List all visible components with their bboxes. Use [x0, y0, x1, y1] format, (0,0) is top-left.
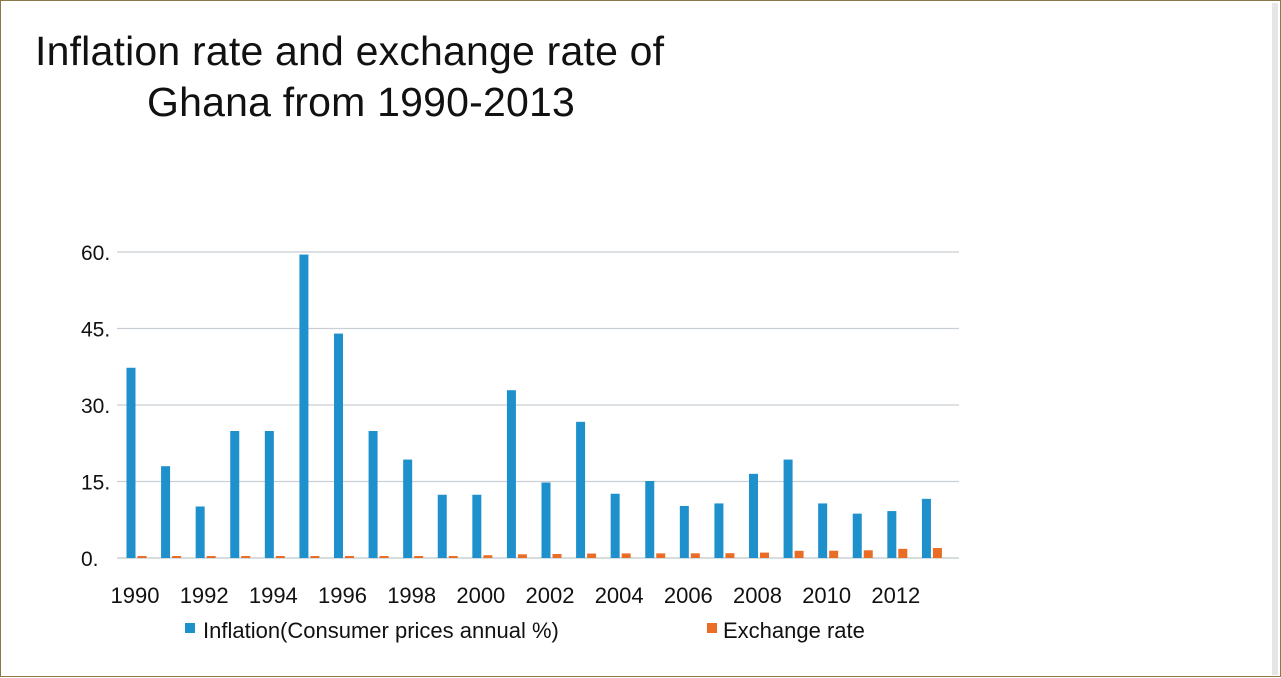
bar-exchange-2008 — [760, 552, 769, 558]
bar-inflation-1995 — [299, 254, 309, 559]
bar-exchange-2013 — [932, 548, 942, 558]
bar-inflation-2000 — [472, 494, 482, 558]
y-tick-label: 60. — [81, 242, 110, 265]
bar-exchange-2002 — [552, 553, 562, 558]
x-tick-label: 2010 — [802, 583, 851, 608]
legend-label-inflation: Inflation(Consumer prices annual %) — [203, 618, 559, 643]
bar-inflation-1996 — [334, 333, 343, 558]
bar-exchange-1999 — [448, 556, 458, 558]
bar-inflation-2013 — [921, 498, 931, 558]
x-tick-label: 2004 — [595, 583, 644, 608]
bar-exchange-2000 — [483, 555, 493, 558]
legend-swatch-inflation — [185, 623, 195, 633]
bar-inflation-2006 — [679, 505, 689, 558]
bar-inflation-2003 — [576, 421, 586, 558]
bar-exchange-1991 — [172, 556, 182, 558]
x-tick-label: 2006 — [664, 583, 713, 608]
bar-inflation-2007 — [714, 503, 724, 558]
bar-exchange-2007 — [725, 553, 735, 558]
y-tick-label: 0. — [81, 548, 99, 571]
bar-inflation-2011 — [852, 513, 862, 558]
x-tick-label: 1994 — [249, 583, 298, 608]
x-tick-label: 1990 — [111, 583, 160, 608]
x-tick-label: 2002 — [526, 583, 575, 608]
bar-exchange-1997 — [379, 556, 389, 558]
bar-exchange-1996 — [345, 556, 354, 558]
right-edge-stripe — [1272, 3, 1278, 675]
bar-exchange-1995 — [310, 556, 320, 558]
bar-exchange-2010 — [829, 550, 839, 558]
y-tick-label: 45. — [81, 319, 110, 342]
bar-inflation-1992 — [195, 506, 205, 558]
bar-inflation-2002 — [541, 482, 551, 558]
x-tick-label: 1996 — [318, 583, 367, 608]
bar-inflation-2008 — [749, 473, 758, 558]
bar-exchange-2005 — [656, 553, 666, 558]
bar-exchange-1993 — [241, 556, 251, 558]
bar-exchange-2004 — [621, 553, 631, 558]
bar-inflation-1994 — [264, 431, 274, 558]
legend-swatch-exchange-rate — [707, 623, 717, 633]
chart-title-line-2: Ghana from 1990-2013 — [147, 79, 575, 125]
x-tick-label: 2012 — [871, 583, 920, 608]
bar-inflation-1993 — [230, 431, 240, 558]
bar-inflation-2009 — [783, 459, 793, 558]
bar-exchange-2003 — [587, 553, 597, 558]
bar-inflation-1999 — [437, 494, 447, 558]
bar-inflation-2001 — [506, 390, 516, 558]
x-tick-label: 1998 — [387, 583, 436, 608]
bar-exchange-1992 — [206, 556, 216, 558]
legend-label-exchange-rate: Exchange rate — [723, 618, 865, 643]
bar-exchange-2012 — [898, 548, 908, 558]
bar-inflation-2012 — [887, 511, 897, 558]
bar-inflation-1990 — [126, 367, 136, 558]
x-tick-label: 1992 — [180, 583, 229, 608]
bar-inflation-2005 — [645, 480, 655, 558]
bar-inflation-2010 — [818, 503, 828, 558]
bar-exchange-1998 — [414, 556, 424, 558]
bar-exchange-1990 — [137, 556, 147, 558]
bar-exchange-2009 — [794, 550, 804, 558]
y-tick-label: 15. — [81, 472, 110, 495]
bar-exchange-2011 — [863, 550, 873, 558]
bar-inflation-1997 — [368, 431, 378, 558]
bar-exchange-2006 — [690, 553, 700, 558]
y-tick-label: 30. — [81, 395, 110, 418]
bar-exchange-2001 — [517, 554, 527, 558]
x-tick-label: 2000 — [456, 583, 505, 608]
bar-inflation-1991 — [161, 466, 171, 558]
x-tick-label: 2008 — [733, 583, 782, 608]
bar-inflation-1998 — [403, 459, 413, 558]
bar-exchange-1994 — [275, 556, 285, 558]
bar-inflation-2004 — [610, 493, 620, 558]
chart-title-line-1: Inflation rate and exchange rate of — [35, 28, 665, 74]
